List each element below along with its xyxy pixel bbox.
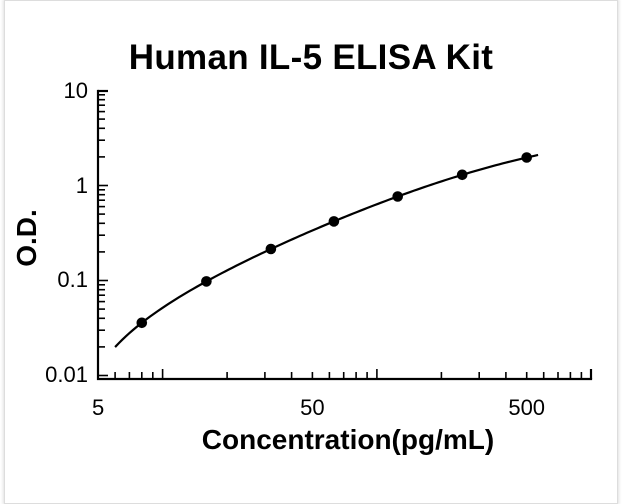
svg-text:5: 5 [92,395,104,420]
svg-text:500: 500 [508,395,545,420]
svg-text:1: 1 [76,173,88,198]
svg-text:0.1: 0.1 [57,267,88,292]
svg-text:O.D.: O.D. [11,209,42,267]
svg-text:10: 10 [64,78,88,103]
svg-text:50: 50 [300,395,324,420]
svg-text:0.01: 0.01 [45,362,88,387]
svg-text:Concentration(pg/mL): Concentration(pg/mL) [202,424,494,455]
